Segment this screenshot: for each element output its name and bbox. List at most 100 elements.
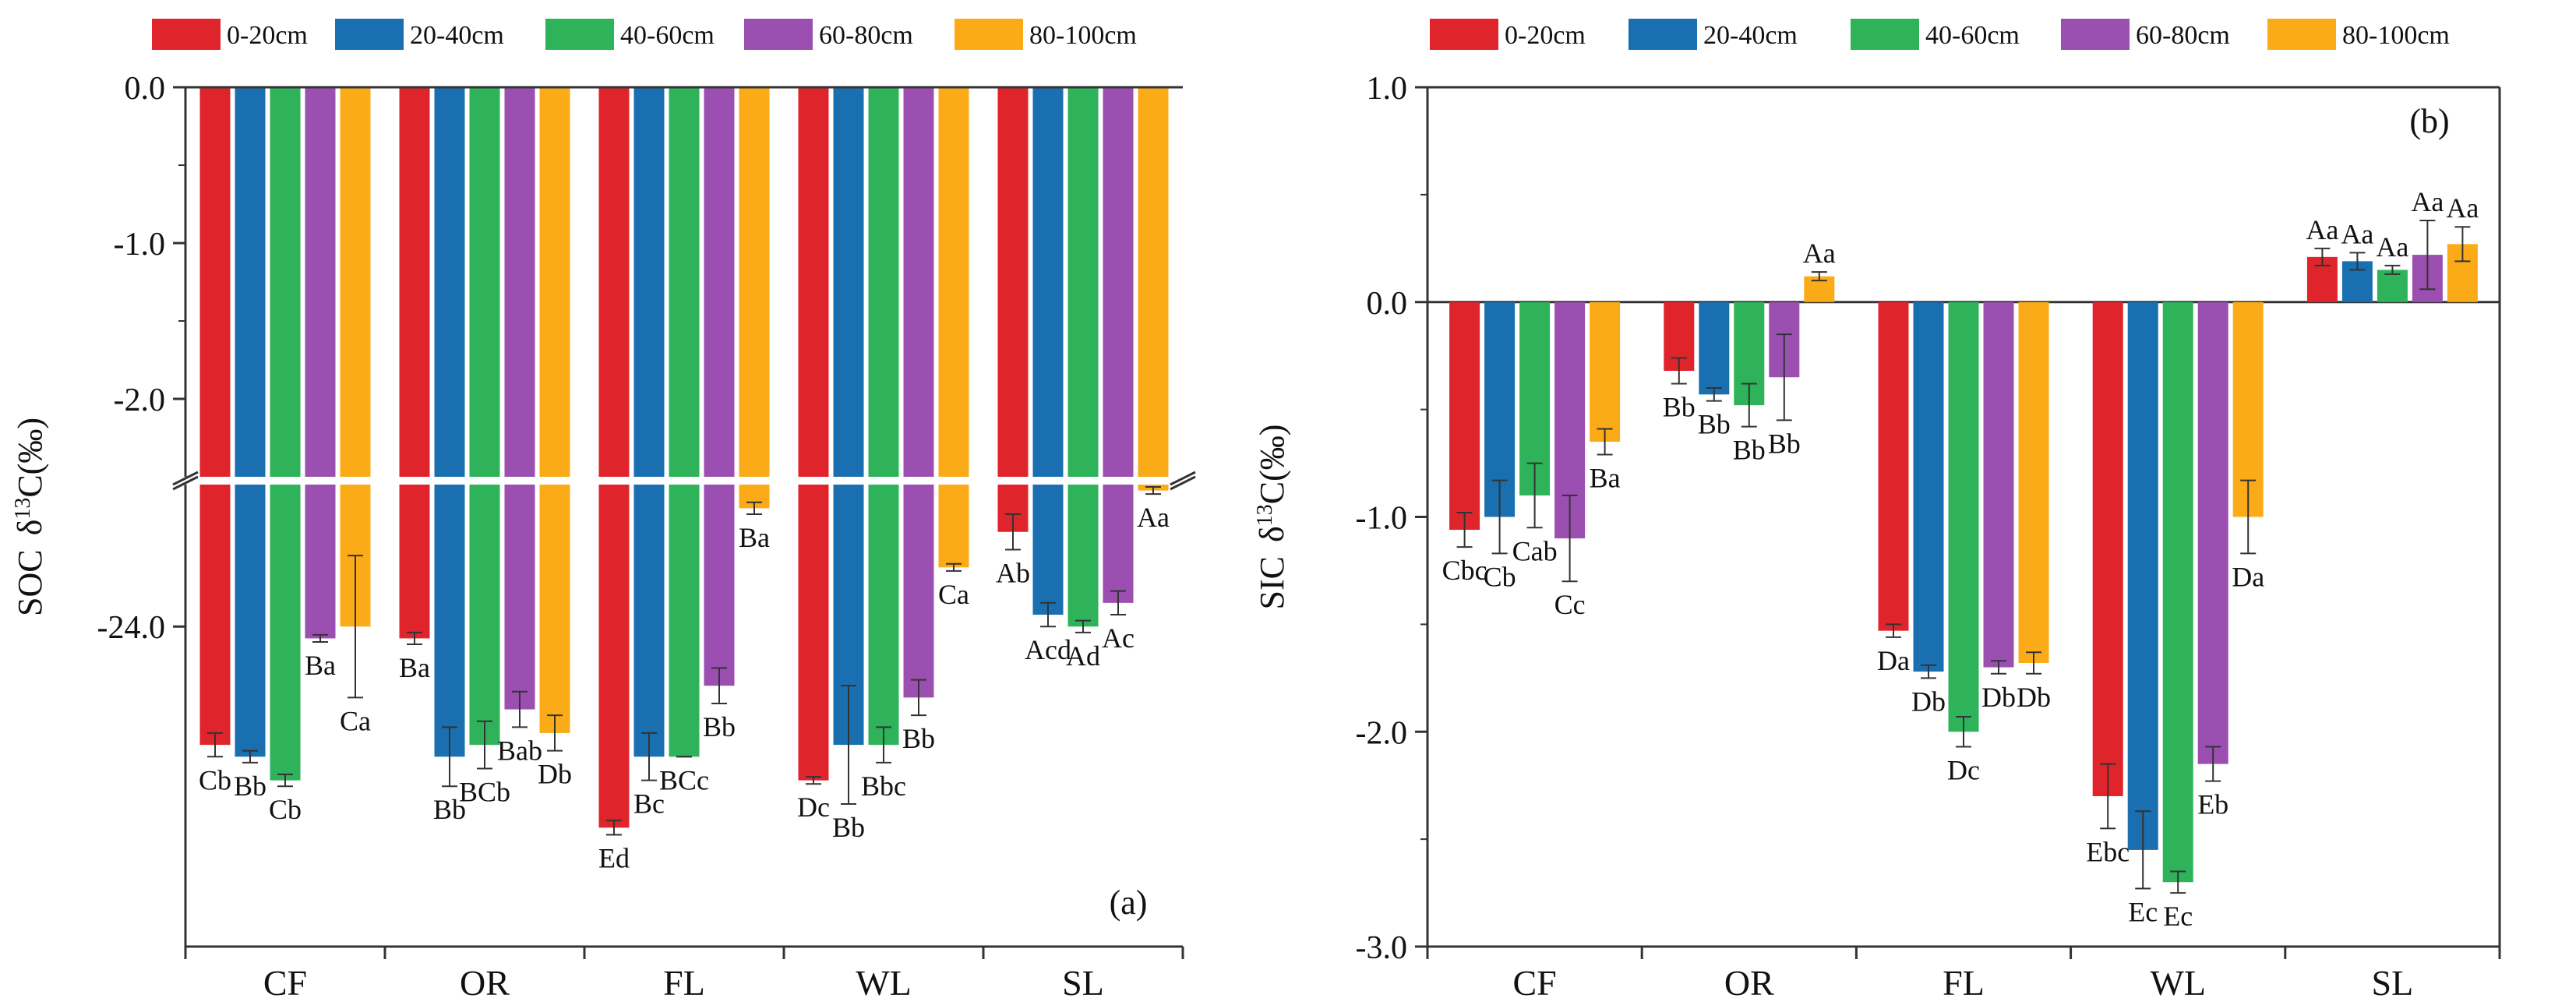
bar-label: Ad bbox=[1066, 640, 1100, 672]
legend-label: 20-40cm bbox=[1703, 21, 1798, 50]
legend-label: 0-20cm bbox=[227, 21, 308, 50]
bar bbox=[399, 87, 430, 477]
bar bbox=[633, 87, 665, 477]
legend-swatch bbox=[955, 19, 1023, 50]
bar-label: Ba bbox=[1590, 463, 1621, 494]
x-tick-label: FL bbox=[1943, 963, 1985, 1003]
bar-label: Ebc bbox=[2086, 836, 2130, 867]
legend: 0-20cm 20-40cm 40-60cm 60-80cm 80-100cm bbox=[152, 19, 1137, 50]
bar-label: Aa bbox=[2411, 186, 2444, 217]
bar-label: Cbc bbox=[1442, 555, 1487, 586]
bar bbox=[2092, 302, 2123, 796]
bar-label: Cb bbox=[199, 764, 231, 795]
bar bbox=[1913, 302, 1944, 672]
bar-label: Bb bbox=[1663, 392, 1696, 423]
bar-label: Bb bbox=[234, 770, 266, 802]
panel-label: (b) bbox=[2409, 102, 2449, 140]
bar-label: Ba bbox=[399, 652, 430, 683]
x-tick-label: FL bbox=[663, 963, 705, 1003]
bar bbox=[340, 87, 371, 477]
bar-label: Bb bbox=[1733, 435, 1766, 466]
legend-swatch bbox=[545, 19, 614, 50]
bar bbox=[798, 87, 829, 477]
y-tick-label: -2.0 bbox=[1356, 715, 1408, 751]
y-axis-label: SIC δ13C(‰) bbox=[1253, 425, 1292, 610]
y-axis-label-part: C(‰) bbox=[11, 418, 49, 498]
bar-label: Bc bbox=[633, 788, 665, 820]
bar bbox=[1878, 302, 1909, 631]
bar bbox=[270, 87, 301, 477]
bar-label: Cc bbox=[1554, 589, 1586, 620]
bar bbox=[2197, 302, 2228, 764]
legend-swatch bbox=[335, 19, 404, 50]
legend-label: 80-100cm bbox=[1029, 21, 1137, 50]
bar bbox=[199, 485, 231, 746]
y-axis-label-part: SIC bbox=[1253, 556, 1291, 609]
bar-label: Bb bbox=[902, 723, 935, 754]
y-axis-label-part: δ bbox=[1253, 526, 1291, 542]
axis-break-gap bbox=[162, 477, 1206, 485]
bar bbox=[2018, 302, 2049, 664]
bar bbox=[235, 485, 266, 757]
bar bbox=[903, 87, 934, 477]
bar bbox=[2377, 270, 2408, 302]
bar-label: Ca bbox=[340, 705, 371, 736]
bar-label: Aa bbox=[2446, 192, 2479, 224]
legend-label: 40-60cm bbox=[620, 21, 715, 50]
x-tick-label: SL bbox=[2372, 963, 2414, 1003]
bar bbox=[1449, 302, 1480, 531]
bar-label: Ca bbox=[938, 579, 969, 610]
bar bbox=[235, 87, 266, 477]
legend-swatch bbox=[1851, 19, 1919, 50]
bar-label: Aa bbox=[2341, 218, 2373, 249]
bar bbox=[598, 485, 630, 828]
bar bbox=[199, 87, 231, 477]
legend-label: 60-80cm bbox=[819, 21, 913, 50]
bar bbox=[2127, 302, 2158, 850]
bar-label: Bb bbox=[1698, 409, 1731, 440]
bar-label: Bb bbox=[832, 812, 865, 843]
bars: Cbc Bb Da Ebc Aa Cb Bb Db Ec Aa Cab Bb Dc Ec Aa Cc Bb Db E… bbox=[1442, 186, 2479, 932]
x-tick-label: OR bbox=[1724, 963, 1774, 1003]
bar bbox=[669, 87, 700, 477]
y-tick-label: -3.0 bbox=[1356, 930, 1408, 966]
bar-label: BCc bbox=[659, 764, 709, 795]
bar bbox=[868, 87, 899, 477]
bar-label: Acd bbox=[1025, 634, 1071, 665]
legend-swatch bbox=[152, 19, 221, 50]
bar-label: Bb bbox=[703, 711, 736, 742]
axis-break-mark bbox=[172, 471, 199, 486]
bar-label: Ba bbox=[305, 650, 336, 681]
bar-label: Aa bbox=[2306, 214, 2338, 245]
y-axis-label-part: C(‰) bbox=[1253, 425, 1291, 505]
bar-label: Da bbox=[1877, 645, 1910, 676]
panel-label: (a) bbox=[1110, 883, 1148, 922]
bar bbox=[704, 87, 735, 477]
bar-label: Aa bbox=[2376, 231, 2408, 263]
bar-label: BCb bbox=[459, 776, 510, 807]
bar-label: Aa bbox=[1137, 502, 1170, 533]
bar bbox=[1983, 302, 2014, 668]
legend-label: 40-60cm bbox=[1925, 21, 2020, 50]
x-tick-label: OR bbox=[460, 963, 510, 1003]
bar-label: Db bbox=[1911, 686, 1946, 717]
legend-label: 80-100cm bbox=[2342, 21, 2450, 50]
bar bbox=[1067, 485, 1099, 627]
bar bbox=[1590, 302, 1621, 442]
bar-label: Db bbox=[2017, 682, 2051, 713]
legend-swatch bbox=[744, 19, 813, 50]
bar bbox=[1032, 87, 1064, 477]
legend-swatch bbox=[1430, 19, 1498, 50]
bar-label: Bb bbox=[433, 794, 466, 825]
y-axis-label-part: 13 bbox=[11, 498, 35, 520]
bar bbox=[868, 485, 899, 746]
bar bbox=[669, 485, 700, 757]
bar-label: Dc bbox=[797, 792, 830, 823]
y-axis-label-part: δ bbox=[11, 520, 49, 536]
bar bbox=[739, 87, 770, 477]
bar-label: Db bbox=[538, 759, 572, 790]
bar bbox=[399, 485, 430, 639]
legend-swatch bbox=[1629, 19, 1697, 50]
axis-break-mark bbox=[172, 475, 199, 491]
